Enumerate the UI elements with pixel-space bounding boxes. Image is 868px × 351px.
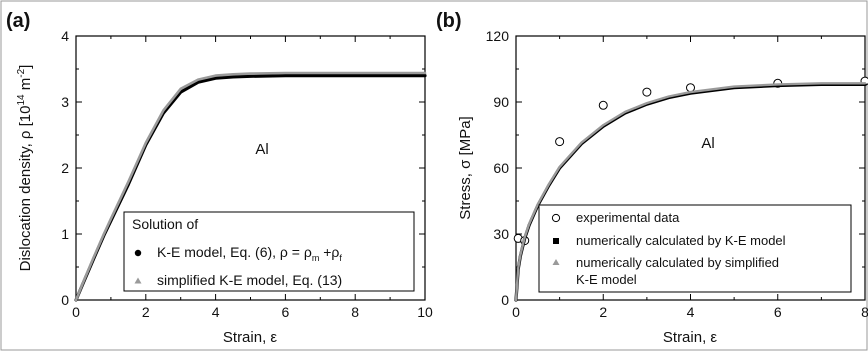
x-tick-label: 2 bbox=[599, 304, 607, 320]
curves-a bbox=[74, 71, 427, 302]
experimental-data-point bbox=[642, 87, 652, 97]
curves-b bbox=[513, 76, 868, 302]
y-tick-label: 4 bbox=[61, 28, 69, 44]
legend-box-b bbox=[538, 204, 852, 293]
simplified-ke-model-curve bbox=[514, 82, 867, 302]
experimental-data-point bbox=[555, 137, 565, 147]
simplified-ke-model-curve bbox=[74, 71, 427, 302]
experimental-data-point bbox=[686, 83, 695, 93]
annotation-al-b: Al bbox=[701, 135, 714, 152]
experimental-data-point bbox=[598, 100, 608, 110]
legend-marker-simplified-b bbox=[552, 259, 560, 265]
legend-marker-simplified-a bbox=[134, 277, 142, 284]
ticks-a: 0 2 4 6 8 10 0 1 2 3 4 bbox=[61, 28, 433, 320]
x-tick-label: 0 bbox=[72, 304, 80, 320]
x-tick-label: 2 bbox=[142, 304, 150, 320]
y-tick-label: 60 bbox=[493, 160, 509, 176]
legend-entry-experimental-b: experimental data bbox=[576, 210, 680, 225]
panel-label-b: (b) bbox=[436, 10, 462, 32]
x-tick-label: 6 bbox=[774, 304, 782, 320]
y-tick-label: 90 bbox=[493, 94, 509, 110]
y-tick-label: 0 bbox=[61, 292, 69, 308]
y-tick-label: 120 bbox=[486, 28, 510, 44]
ticks-b: 0 2 4 6 8 0 30 60 90 120 bbox=[486, 28, 868, 320]
legend-entry-simplified-a: simplified K-E model, Eq. (13) bbox=[157, 272, 342, 288]
legend-title-a: Solution of bbox=[132, 216, 198, 232]
legend-box-a bbox=[123, 211, 415, 292]
legend-entry-ke-a: K-E model, Eq. (6), ρ = ρm +ρf bbox=[157, 244, 342, 263]
x-axis-label-b: Strain, ε bbox=[663, 329, 718, 346]
x-tick-label: 4 bbox=[212, 304, 220, 320]
y-tick-label: 0 bbox=[501, 292, 509, 308]
legend-marker-ke-b bbox=[553, 238, 559, 244]
legend-b: experimental data numerically calculated… bbox=[538, 204, 852, 293]
x-tick-label: 8 bbox=[351, 304, 359, 320]
x-tick-label: 0 bbox=[512, 304, 520, 320]
legend-marker-experimental-b bbox=[551, 213, 561, 223]
x-axis-label-a: Strain, ε bbox=[223, 329, 278, 346]
y-axis-label-b: Stress, σ [MPa] bbox=[457, 116, 474, 219]
y-tick-label: 3 bbox=[61, 94, 69, 110]
annotation-al-a: Al bbox=[255, 141, 268, 158]
panel-label-a: (a) bbox=[6, 10, 30, 32]
legend-a: Solution of K-E model, Eq. (6), ρ = ρm +… bbox=[123, 211, 415, 292]
x-tick-label: 6 bbox=[282, 304, 290, 320]
y-tick-label: 30 bbox=[493, 226, 509, 242]
x-tick-label: 8 bbox=[861, 304, 868, 320]
legend-marker-ke-a bbox=[134, 249, 142, 257]
y-tick-label: 1 bbox=[61, 226, 69, 242]
y-axis-label-a: Dislocation density, ρ [1014 m-2] bbox=[16, 65, 34, 272]
x-tick-label: 10 bbox=[417, 304, 433, 320]
legend-entry-ke-b: numerically calculated by K-E model bbox=[576, 233, 786, 248]
x-tick-label: 4 bbox=[687, 304, 695, 320]
legend-entry-simplified-b: numerically calculated by simplified K-E… bbox=[576, 255, 783, 287]
panel-a: (a) 0 2 4 6 8 10 0 1 2 3 4 Al Strain, ε Dislocatio… bbox=[6, 10, 433, 346]
panel-b: (b) 0 2 4 6 8 0 30 60 90 120 Al Strain, ε Stress,… bbox=[436, 10, 868, 346]
y-tick-label: 2 bbox=[61, 160, 69, 176]
